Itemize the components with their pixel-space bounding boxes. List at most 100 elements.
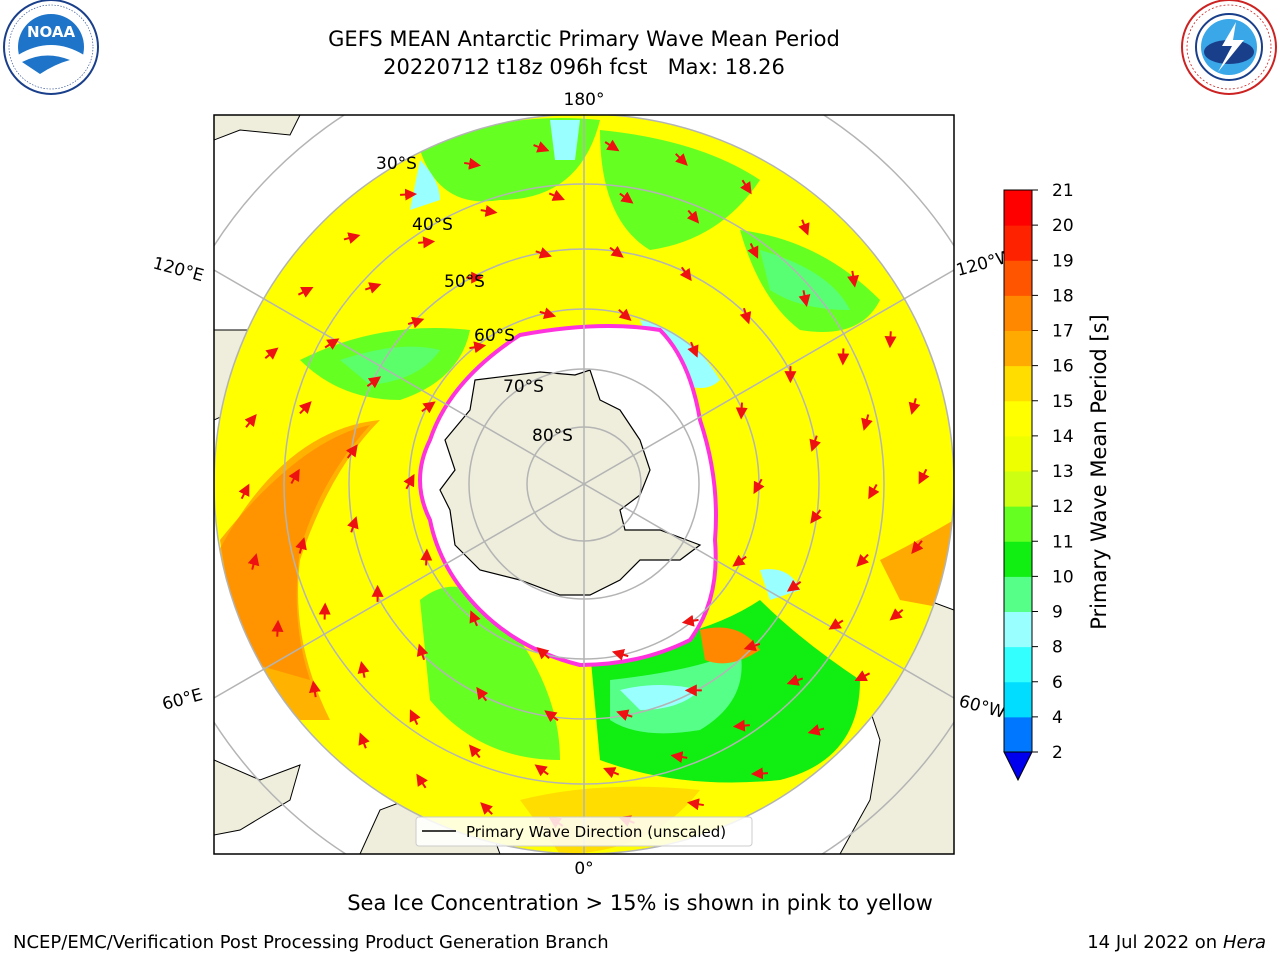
wave-direction-arrows: [238, 139, 930, 829]
wave-direction-arrow: [739, 307, 752, 325]
colorbar-tick-label: 4: [1052, 708, 1063, 728]
wave-direction-arrow: [908, 398, 921, 415]
colorbar-bin: [1004, 646, 1032, 683]
noaa-logo-text: NOAA: [27, 23, 76, 41]
wave-direction-arrow: [299, 401, 312, 415]
wave-direction-arrow: [889, 608, 904, 621]
wave-direction-arrow: [686, 209, 700, 224]
wave-direction-arrow: [264, 347, 279, 360]
wave-direction-arrow: [308, 680, 321, 698]
lat-label-50s: 50°S: [444, 272, 485, 292]
colorbar-tick-label: 17: [1052, 322, 1074, 342]
map-frame: [213, 114, 955, 855]
wave-direction-arrow: [687, 798, 704, 811]
wave-direction-arrow: [670, 751, 688, 763]
lon-label-60w: 60°W: [957, 692, 1008, 724]
wave-direction-arrow: [807, 724, 825, 736]
wave-direction-arrow: [611, 648, 629, 661]
lat-label-40s: 40°S: [412, 215, 453, 235]
wave-direction-arrow: [364, 282, 382, 294]
wave-direction-arrow: [480, 802, 493, 815]
colorbar-bin: [1004, 506, 1032, 542]
colorbar-bin: [1004, 681, 1032, 718]
colorbar-bin: [1004, 400, 1032, 437]
lat-label-70s: 70°S: [503, 377, 544, 397]
sea-ice-note: Sea Ice Concentration > 15% is shown in …: [347, 891, 933, 915]
wave-direction-arrow: [468, 744, 482, 759]
colorbar-bin: [1004, 541, 1032, 577]
colorbar-bin: [1004, 225, 1032, 261]
wave-direction-arrow: [297, 286, 314, 298]
wave-direction-arrow: [854, 670, 871, 682]
wave-direction-arrow: [918, 468, 930, 485]
colorbar-tick-label: 16: [1052, 357, 1074, 377]
lon-label-120e: 120°E: [151, 254, 206, 287]
wave-direction-arrow: [480, 205, 498, 217]
wave-direction-arrow: [539, 307, 557, 320]
map-legend: Primary Wave Direction (unscaled): [415, 816, 753, 847]
wave-direction-arrow: [469, 610, 481, 627]
wave-direction-arrow: [735, 402, 748, 420]
lon-label-0: 0°: [574, 859, 593, 879]
wave-direction-arrow: [400, 188, 418, 201]
colorbar-bin: [1004, 260, 1032, 296]
credit-line: NCEP/EMC/Verification Post Processing Pr…: [13, 932, 609, 953]
colorbar-tick-label: 15: [1052, 392, 1074, 412]
wave-direction-arrow: [750, 767, 768, 780]
wave-direction-arrow: [743, 639, 761, 652]
legend-label: Primary Wave Direction (unscaled): [466, 823, 726, 841]
wave-direction-arrow: [798, 290, 811, 307]
colorbar-tick-label: 6: [1052, 673, 1063, 693]
map-title: GEFS MEAN Antarctic Primary Wave Mean Pe…: [328, 27, 840, 51]
land-top-left: [214, 115, 301, 141]
land-madagascar: [214, 759, 301, 836]
machine-name: Hera: [1222, 932, 1266, 953]
colorbar-tick-label: 18: [1052, 286, 1074, 306]
date-text: 14 Jul 2022 on: [1087, 932, 1223, 953]
wave-direction-arrow: [868, 484, 880, 500]
colorbar-bin: [1004, 365, 1032, 402]
wave-direction-arrow: [358, 732, 370, 749]
wave-direction-arrow: [603, 767, 620, 779]
colorbar-tick-label: 12: [1052, 497, 1074, 517]
colorbar-extend-icon: [1003, 751, 1033, 782]
lat-label-80s: 80°S: [532, 426, 573, 446]
colorbar-tick-label: 10: [1052, 567, 1074, 587]
wave-direction-arrow: [324, 338, 340, 350]
wave-direction-arrow: [861, 414, 873, 431]
noaa-logo-icon: NOAA: [3, 0, 99, 95]
colorbar-tick-label: 9: [1052, 603, 1063, 623]
colorbar-bin: [1004, 190, 1032, 226]
lon-label-60e: 60°E: [160, 685, 205, 715]
wave-direction-arrow: [271, 619, 284, 637]
wave-direction-arrow: [809, 435, 821, 452]
wave-direction-arrow: [616, 709, 633, 721]
wave-direction-arrow: [238, 483, 250, 500]
colorbar-tick-label: 14: [1052, 427, 1074, 447]
wave-direction-arrow: [247, 553, 260, 570]
wave-direction-arrow: [687, 341, 699, 358]
wave-direction-arrow: [675, 153, 688, 166]
wave-direction-arrow: [753, 478, 765, 495]
colorbar-bin: [1004, 435, 1032, 472]
wave-direction-arrow: [732, 554, 747, 567]
wave-direction-arrow: [536, 646, 550, 660]
lat-label-60s: 60°S: [474, 326, 515, 346]
wave-direction-arrow: [548, 189, 565, 201]
wave-direction-arrow: [420, 548, 433, 566]
colorbar-tick-label: 21: [1052, 181, 1074, 201]
colorbar-tick-label: 2: [1052, 743, 1063, 763]
wave-direction-arrow: [679, 266, 692, 282]
wave-direction-arrow: [295, 537, 307, 554]
wave-direction-arrow: [343, 232, 361, 244]
wave-direction-arrow: [244, 414, 257, 428]
colorbar-bin: [1004, 576, 1032, 612]
wave-direction-arrow: [469, 341, 487, 354]
wave-direction-arrow: [732, 719, 750, 732]
colorbar-tick-label: 13: [1052, 462, 1074, 482]
wave-direction-arrow: [798, 219, 810, 236]
colorbar: 2 4 6 8 9 10 11 12 13 14 15 16 17 18 19 20 21: [1003, 181, 1074, 782]
wave-direction-arrow: [416, 643, 429, 661]
wave-direction-arrow: [421, 401, 436, 414]
wave-direction-arrow: [403, 473, 415, 490]
